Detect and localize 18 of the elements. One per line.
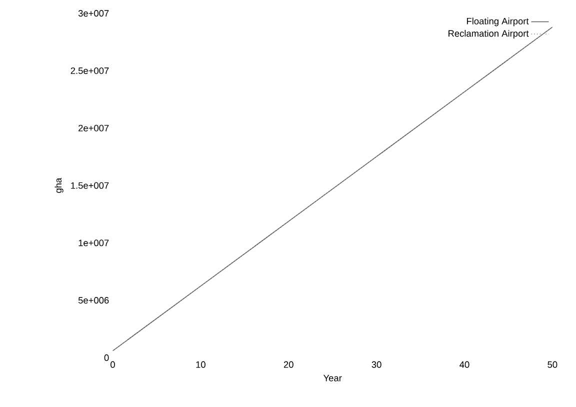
y-tick-label: 2e+007 xyxy=(78,124,109,132)
legend-label: Reclamation Airport xyxy=(448,30,529,39)
x-tick-label: 20 xyxy=(284,361,294,368)
y-tick-label: 0 xyxy=(104,354,109,362)
x-tick-label: 50 xyxy=(548,361,558,368)
x-axis-title: Year xyxy=(323,374,342,382)
line-series xyxy=(112,26,552,352)
x-tick-label: 30 xyxy=(372,361,382,368)
y-tick-label: 2.5e+007 xyxy=(70,67,109,74)
legend-label: Floating Airport xyxy=(466,18,529,26)
y-axis-title: gha xyxy=(54,178,64,193)
y-tick-label: 1.5e+007 xyxy=(71,182,109,189)
y-tick-label: 1e+007 xyxy=(78,240,109,246)
x-tick-label: 0 xyxy=(110,361,115,368)
y-tick-label: 3e+007 xyxy=(78,10,109,17)
y-tick-label: 5e+006 xyxy=(78,297,109,304)
x-tick-label: 10 xyxy=(196,361,206,368)
x-tick-label: 40 xyxy=(460,361,470,368)
